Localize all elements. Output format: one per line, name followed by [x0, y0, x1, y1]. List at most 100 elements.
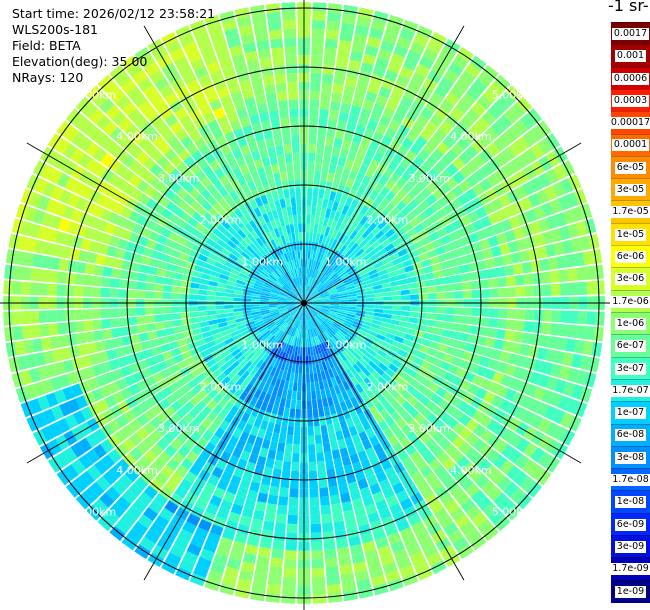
range-gate-cell [322, 397, 329, 408]
range-gate-cell [258, 247, 267, 256]
range-gate-cell [424, 99, 439, 113]
range-gate-cell [389, 503, 403, 516]
range-gate-cell [240, 239, 249, 248]
range-gate-cell [359, 358, 368, 367]
range-gate-cell [498, 308, 508, 319]
range-gate-cell [309, 373, 315, 383]
range-gate-cell [319, 334, 325, 343]
range-gate-cell [374, 353, 385, 362]
range-gate-cell [156, 155, 170, 169]
range-gate-cell [281, 389, 288, 399]
range-gate-cell [256, 409, 266, 420]
range-gate-cell [488, 278, 499, 288]
range-gate-cell [274, 247, 281, 257]
range-gate-cell [369, 344, 380, 353]
range-gate-cell [307, 408, 313, 418]
range-gate-cell [285, 371, 291, 382]
range-gate-cell [253, 22, 268, 34]
range-gate-cell [310, 514, 321, 525]
range-gate-cell [269, 155, 278, 166]
range-gate-cell [439, 120, 453, 135]
range-gate-cell [465, 108, 481, 123]
range-gate-cell [294, 179, 301, 189]
range-gate-cell [353, 33, 368, 45]
range-gate-cell [214, 427, 225, 439]
range-gate-cell [256, 455, 267, 467]
range-gate-cell [390, 53, 405, 66]
range-gate-cell [582, 250, 594, 266]
range-gate-cell [198, 217, 210, 228]
range-gate-cell [99, 98, 115, 114]
range-gate-cell [84, 331, 95, 343]
range-gate-cell [189, 395, 201, 407]
range-gate-cell [338, 341, 347, 350]
range-gate-cell [315, 363, 321, 373]
range-gate-cell [334, 221, 342, 231]
range-gate-cell [314, 281, 321, 289]
range-gate-cell [154, 515, 170, 529]
range-gate-cell [336, 242, 344, 252]
range-gate-cell [28, 367, 41, 383]
range-gate-cell [275, 181, 283, 191]
range-ring-label: 2.00km [200, 214, 242, 227]
range-gate-cell [432, 431, 445, 444]
range-gate-cell [382, 561, 398, 575]
range-gate-cell [166, 334, 177, 343]
range-gate-cell [330, 494, 341, 505]
range-gate-cell [86, 465, 102, 481]
range-gate-cell [216, 256, 227, 265]
range-gate-cell [277, 236, 284, 246]
range-gate-cell [287, 425, 294, 436]
range-gate-cell [516, 238, 528, 251]
range-gate-cell [261, 341, 270, 350]
range-gate-cell [285, 315, 293, 324]
range-gate-cell [289, 345, 294, 355]
range-gate-cell [59, 189, 72, 204]
range-gate-cell [409, 142, 422, 156]
range-gate-cell [365, 294, 375, 298]
range-gate-cell [263, 266, 272, 275]
range-gate-cell [292, 269, 297, 278]
range-gate-cell [283, 28, 297, 39]
range-gate-cell [218, 397, 229, 409]
range-gate-cell [391, 314, 401, 321]
range-gate-cell [153, 493, 168, 507]
range-gate-cell [363, 317, 373, 323]
range-gate-cell [162, 245, 173, 256]
range-gate-cell [385, 367, 396, 378]
range-gate-cell [70, 383, 83, 398]
range-gate-cell [275, 145, 284, 155]
range-gate-cell [258, 273, 268, 280]
range-gate-cell [355, 248, 365, 257]
range-gate-cell [305, 355, 309, 365]
range-gate-cell [286, 298, 296, 301]
range-gate-cell [260, 295, 270, 299]
range-gate-cell [465, 418, 479, 432]
range-gate-cell [289, 251, 294, 261]
range-gate-cell [269, 324, 277, 332]
range-gate-cell [454, 470, 468, 485]
range-gate-cell [493, 339, 504, 350]
range-gate-cell [309, 232, 313, 242]
range-gate-cell [420, 485, 434, 499]
range-gate-cell [465, 447, 479, 461]
range-gate-cell [234, 62, 248, 74]
range-gate-cell [394, 211, 405, 223]
range-gate-cell [521, 332, 532, 345]
range-gate-cell [330, 306, 340, 310]
range-gate-cell [235, 439, 246, 450]
range-gate-cell [373, 443, 384, 455]
range-gate-cell [298, 258, 302, 268]
range-gate-cell [499, 498, 516, 515]
range-gate-cell [271, 163, 280, 174]
range-gate-cell [355, 285, 365, 291]
range-gate-cell [209, 233, 220, 243]
range-gate-cell [315, 206, 322, 216]
range-gate-cell [487, 486, 503, 502]
range-gate-cell [472, 409, 485, 423]
range-gate-cell [8, 233, 20, 249]
range-gate-cell [441, 268, 452, 277]
range-gate-cell [327, 359, 335, 369]
range-gate-cell [567, 268, 578, 282]
range-gate-cell [269, 307, 279, 312]
